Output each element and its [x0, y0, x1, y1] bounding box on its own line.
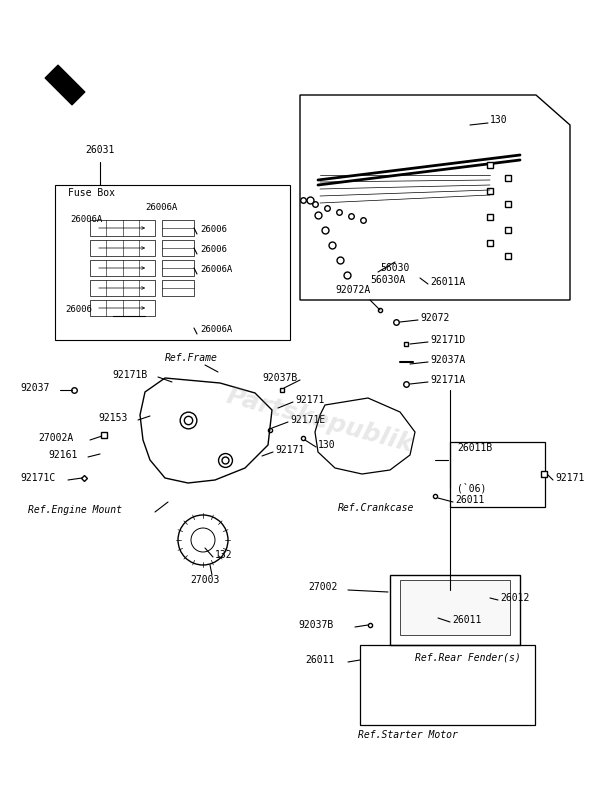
Bar	[162, 220, 194, 236]
Bar	[450, 442, 545, 507]
Bar	[162, 280, 194, 296]
Text: 26011: 26011	[455, 495, 484, 505]
Text: 27002A: 27002A	[38, 433, 73, 443]
Text: 92171D: 92171D	[430, 335, 465, 345]
Text: 27002: 27002	[308, 582, 337, 592]
Text: 56030A: 56030A	[370, 275, 405, 285]
Text: 92171E: 92171E	[290, 415, 325, 425]
Text: Ref.Engine Mount: Ref.Engine Mount	[28, 505, 122, 515]
Text: 130: 130	[490, 115, 508, 125]
Text: 26011: 26011	[305, 655, 335, 665]
Text: Fuse Box: Fuse Box	[68, 188, 115, 198]
Text: 92171: 92171	[275, 445, 305, 455]
Text: 92037A: 92037A	[430, 355, 465, 365]
Text: 26006A: 26006A	[145, 204, 177, 213]
Text: Ref.Starter Motor: Ref.Starter Motor	[358, 730, 458, 740]
Text: 92037: 92037	[20, 383, 49, 393]
Text: 26006: 26006	[200, 245, 227, 255]
Bar	[360, 645, 535, 725]
Bar	[90, 220, 155, 236]
Text: (`06): (`06)	[457, 483, 487, 493]
Text: 92037B: 92037B	[298, 620, 333, 630]
Circle shape	[178, 515, 228, 565]
Text: 92153: 92153	[98, 413, 127, 423]
Text: 27003: 27003	[190, 575, 219, 585]
Text: 92072A: 92072A	[335, 285, 370, 295]
Text: Ref.Crankcase: Ref.Crankcase	[338, 503, 415, 513]
Bar	[400, 580, 510, 635]
Text: 26031: 26031	[85, 145, 114, 155]
Bar	[90, 300, 155, 316]
Text: 26011A: 26011A	[430, 277, 465, 287]
Text: 26012: 26012	[500, 593, 530, 603]
Bar	[390, 575, 520, 645]
Text: 92037B: 92037B	[262, 373, 297, 383]
Text: Ref.Frame: Ref.Frame	[165, 353, 218, 363]
Bar	[55, 185, 290, 340]
Text: 26006A: 26006A	[70, 216, 102, 225]
Text: 26011B: 26011B	[457, 443, 492, 453]
Text: 92171C: 92171C	[20, 473, 55, 483]
Text: 92171B: 92171B	[112, 370, 147, 380]
Text: 26006A: 26006A	[200, 325, 232, 335]
Text: 26011: 26011	[452, 615, 481, 625]
Text: Partskepublik: Partskepublik	[224, 384, 416, 456]
Text: 26006A: 26006A	[200, 265, 232, 275]
Bar	[90, 260, 155, 276]
Text: Ref.Rear Fender(s): Ref.Rear Fender(s)	[415, 653, 521, 663]
Text: 132: 132	[215, 550, 233, 560]
Bar	[90, 280, 155, 296]
Text: 92171A: 92171A	[430, 375, 465, 385]
Text: 92072: 92072	[420, 313, 449, 323]
Polygon shape	[45, 65, 85, 105]
Text: 92171: 92171	[555, 473, 584, 483]
Text: 56030: 56030	[380, 263, 409, 273]
Text: 26006: 26006	[200, 225, 227, 234]
Text: 130: 130	[318, 440, 336, 450]
Text: 26006: 26006	[65, 305, 92, 315]
Bar	[90, 240, 155, 256]
Bar	[162, 240, 194, 256]
Text: 92171: 92171	[295, 395, 325, 405]
Text: 92161: 92161	[48, 450, 77, 460]
Bar	[162, 260, 194, 276]
